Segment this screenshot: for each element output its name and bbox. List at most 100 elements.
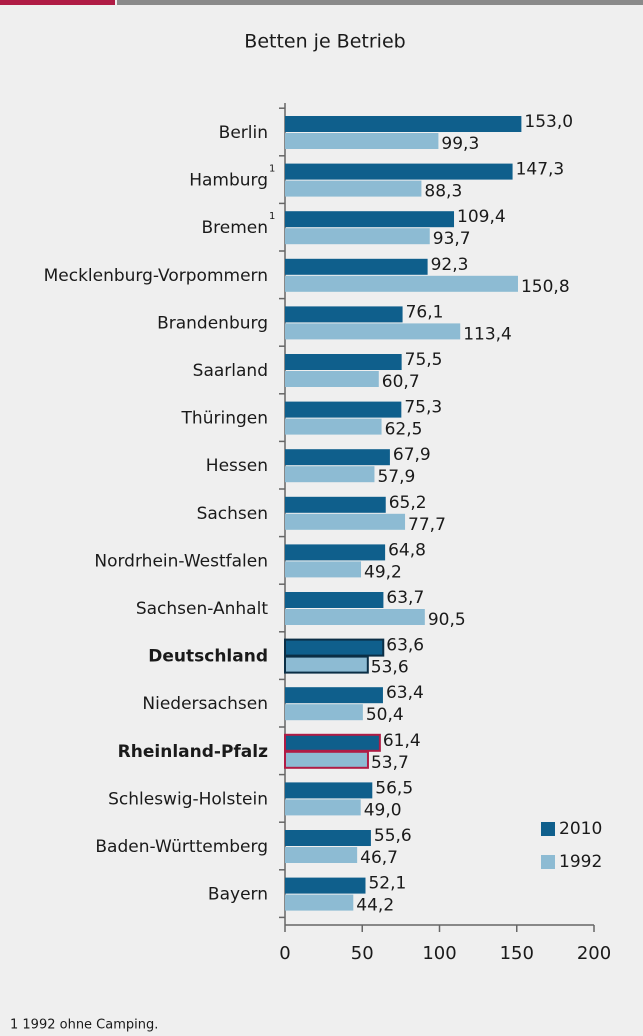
x-tick-label: 0 <box>279 943 290 964</box>
category-label: Thüringen <box>181 409 268 429</box>
value-label: 77,7 <box>408 515 446 535</box>
bar <box>285 371 379 387</box>
value-label: 65,2 <box>389 493 427 513</box>
value-label: 99,3 <box>441 134 479 154</box>
bar <box>285 163 513 180</box>
value-label: 88,3 <box>424 182 462 202</box>
category-label: Niedersachsen <box>142 694 268 714</box>
bar <box>285 466 375 483</box>
bar <box>284 655 369 674</box>
category-label: Bayern <box>208 885 268 905</box>
value-label: 93,7 <box>433 229 471 249</box>
value-label: 50,4 <box>366 705 404 725</box>
bar <box>285 847 358 863</box>
value-label: 64,8 <box>388 540 426 560</box>
bar <box>285 133 439 149</box>
value-label: 63,4 <box>386 683 424 703</box>
category-label: Brandenburg <box>157 313 268 333</box>
bar <box>285 609 425 625</box>
value-label: 53,7 <box>371 753 409 773</box>
bar <box>285 306 403 323</box>
bar <box>284 733 381 752</box>
legend-swatch <box>541 822 555 836</box>
value-label: 57,9 <box>377 467 415 487</box>
bar <box>285 704 363 721</box>
bar <box>284 638 385 657</box>
x-tick-label: 50 <box>351 943 374 964</box>
bar <box>284 750 369 769</box>
bar <box>285 877 366 894</box>
legend-swatch <box>541 855 555 869</box>
bar <box>285 449 390 466</box>
value-label: 46,7 <box>360 848 398 868</box>
category-label: Schleswig-Holstein <box>108 789 268 809</box>
chart-title: Betten je Betrieb <box>244 31 405 53</box>
value-label: 55,6 <box>374 826 412 846</box>
bar <box>285 830 371 846</box>
value-label: 49,2 <box>364 562 402 582</box>
category-label: Deutschland <box>148 647 268 667</box>
value-label: 60,7 <box>382 372 420 392</box>
top-accent <box>0 0 115 5</box>
category-label: Saarland <box>193 361 268 381</box>
category-label: Nordrhein-Westfalen <box>94 551 268 571</box>
category-label: Rheinland-Pfalz <box>118 742 268 762</box>
x-tick-label: 200 <box>577 943 611 964</box>
bar <box>285 228 430 245</box>
category-label: Mecklenburg-Vorpommern <box>44 266 268 286</box>
value-label: 63,6 <box>386 636 424 656</box>
bar <box>285 275 518 292</box>
category-label: Hessen <box>206 456 268 476</box>
bar <box>285 894 354 911</box>
bar <box>285 513 406 530</box>
bar <box>285 180 422 197</box>
value-label: 153,0 <box>524 112 573 132</box>
category-footnote-mark: 1 <box>269 211 275 222</box>
category-label: Sachsen <box>197 504 268 524</box>
legend-label: 2010 <box>559 819 602 839</box>
bar <box>285 592 384 608</box>
bar <box>285 116 522 132</box>
value-label: 61,4 <box>383 731 421 751</box>
value-label: 49,0 <box>364 800 402 820</box>
x-tick-label: 150 <box>500 943 534 964</box>
value-label: 90,5 <box>428 610 466 630</box>
value-label: 56,5 <box>375 778 413 798</box>
value-label: 52,1 <box>368 874 406 894</box>
category-label: Baden-Württemberg <box>95 837 268 857</box>
bar <box>285 211 455 228</box>
bar <box>285 687 383 704</box>
category-label: Sachsen-Anhalt <box>136 599 268 619</box>
category-label: Berlin <box>219 123 268 143</box>
bar <box>285 561 362 578</box>
value-label: 113,4 <box>463 324 512 344</box>
value-label: 53,6 <box>371 658 409 678</box>
value-label: 62,5 <box>385 420 423 440</box>
value-label: 76,1 <box>406 302 444 322</box>
bar <box>285 799 361 816</box>
bar <box>285 401 402 418</box>
footnote: 1 1992 ohne Camping. <box>10 1018 158 1033</box>
value-label: 75,3 <box>404 398 442 418</box>
category-footnote-mark: 1 <box>269 164 275 175</box>
bar <box>285 496 386 513</box>
value-label: 44,2 <box>356 896 394 916</box>
bar <box>285 323 461 340</box>
category-label: Bremen <box>201 218 268 238</box>
x-tick-label: 100 <box>422 943 456 964</box>
value-label: 92,3 <box>431 255 469 275</box>
category-label: Hamburg <box>189 171 268 191</box>
value-label: 63,7 <box>386 588 424 608</box>
top-bar <box>117 0 643 5</box>
value-label: 67,9 <box>393 445 431 465</box>
value-label: 75,5 <box>405 350 443 370</box>
bar <box>285 782 373 799</box>
bar <box>285 354 402 370</box>
legend-label: 1992 <box>559 852 602 872</box>
value-label: 147,3 <box>516 160 565 180</box>
value-label: 150,8 <box>521 277 570 297</box>
bar <box>285 544 386 561</box>
bar <box>285 418 382 435</box>
value-label: 109,4 <box>457 207 506 227</box>
